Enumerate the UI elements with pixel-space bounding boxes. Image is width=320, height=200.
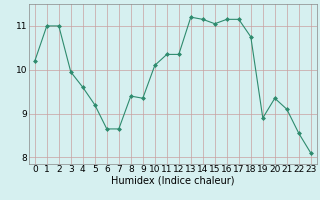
X-axis label: Humidex (Indice chaleur): Humidex (Indice chaleur) — [111, 176, 235, 186]
